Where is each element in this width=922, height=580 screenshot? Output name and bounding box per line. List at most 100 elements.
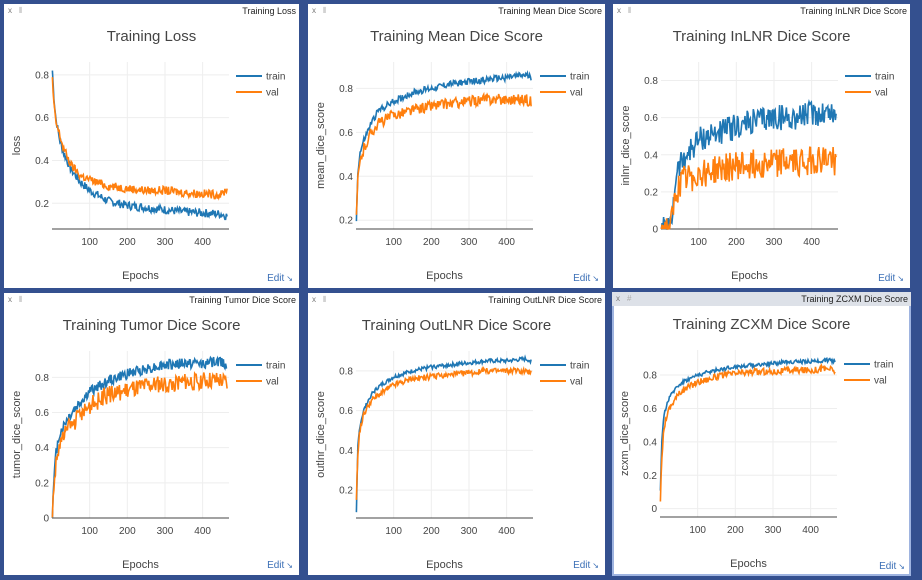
pin-icon[interactable]: ⦀ <box>323 6 327 15</box>
x-tick-label: 200 <box>423 237 440 248</box>
legend-label-train: train <box>874 360 893 371</box>
series-line-train <box>51 355 228 519</box>
pin-icon[interactable]: # <box>627 294 632 303</box>
pane-window-title: Training OutLNR Dice Score <box>488 295 602 305</box>
y-tick-label: 0.2 <box>643 471 657 482</box>
series-line-val <box>51 77 228 201</box>
close-icon[interactable]: x <box>8 295 12 304</box>
chart-pane-inlnr-dice: x ⦀ Training InLNR Dice Score Training I… <box>613 4 910 288</box>
pin-icon[interactable]: ⦀ <box>19 6 23 15</box>
legend-label-train: train <box>875 72 894 83</box>
x-axis-title: Epochs <box>426 270 463 282</box>
edit-link[interactable]: Edit ↘ <box>879 561 905 572</box>
y-tick-label: 0 <box>43 514 49 525</box>
edit-label[interactable]: Edit <box>573 560 591 571</box>
edit-label[interactable]: Edit <box>573 273 591 284</box>
y-axis-title: loss <box>11 135 23 155</box>
edit-link[interactable]: Edit ↘ <box>267 560 293 571</box>
y-tick-label: 0.8 <box>35 70 49 81</box>
x-tick-label: 300 <box>765 525 782 536</box>
edit-label[interactable]: Edit <box>267 273 285 284</box>
edit-label[interactable]: Edit <box>878 273 896 284</box>
legend-label-val: val <box>875 88 888 99</box>
chart-pane-outlnr-dice: x ⦀ Training OutLNR Dice Score Training … <box>308 293 605 575</box>
pin-icon[interactable]: ⦀ <box>19 295 23 304</box>
edit-link[interactable]: Edit ↘ <box>878 273 904 284</box>
y-tick-label: 0.4 <box>339 446 353 457</box>
x-tick-label: 200 <box>119 526 136 537</box>
y-tick-label: 0.6 <box>644 113 658 124</box>
pane-window-title: Training Loss <box>242 6 296 16</box>
pin-icon[interactable]: ⦀ <box>628 6 632 15</box>
series-line-val <box>659 362 836 502</box>
edit-link[interactable]: Edit ↘ <box>573 560 599 571</box>
y-tick-label: 0.8 <box>644 76 658 87</box>
pane-titlebar: x ⦀ Training OutLNR Dice Score <box>308 293 605 307</box>
x-tick-label: 300 <box>461 526 478 537</box>
chart-title: Training InLNR Dice Score <box>673 28 851 45</box>
legend-label-val: val <box>266 377 279 388</box>
close-icon[interactable]: x <box>617 6 621 15</box>
y-tick-label: 0.2 <box>35 199 49 210</box>
pane-titlebar: x # Training ZCXM Dice Score <box>612 292 911 306</box>
external-link-icon: ↘ <box>898 562 905 571</box>
y-tick-label: 0.4 <box>339 172 353 183</box>
x-axis-title: Epochs <box>426 559 463 571</box>
legend-label-train: train <box>570 72 589 83</box>
legend-label-val: val <box>570 88 583 99</box>
close-icon[interactable]: x <box>8 6 12 15</box>
pane-titlebar: x ⦀ Training InLNR Dice Score <box>613 4 910 18</box>
x-tick-label: 100 <box>689 525 706 536</box>
legend-label-train: train <box>266 361 285 372</box>
y-tick-label: 0.4 <box>35 443 49 454</box>
edit-link[interactable]: Edit ↘ <box>267 273 293 284</box>
x-tick-label: 400 <box>802 525 819 536</box>
external-link-icon: ↘ <box>897 274 904 283</box>
series-line-train <box>51 70 228 221</box>
x-axis-title: Epochs <box>731 270 768 282</box>
x-tick-label: 300 <box>157 237 174 248</box>
edit-link[interactable]: Edit ↘ <box>573 273 599 284</box>
x-tick-label: 400 <box>194 237 211 248</box>
y-tick-label: 0.8 <box>339 366 353 377</box>
pane-titlebar: x ⦀ Training Tumor Dice Score <box>4 293 299 307</box>
y-tick-label: 0.6 <box>35 113 49 124</box>
x-axis-title: Epochs <box>730 558 767 570</box>
external-link-icon: ↘ <box>286 561 293 570</box>
legend-label-train: train <box>570 361 589 372</box>
pane-window-title: Training ZCXM Dice Score <box>801 294 908 304</box>
series-line-train <box>659 356 836 491</box>
pane-titlebar: x ⦀ Training Loss <box>4 4 299 18</box>
chart-pane-mean-dice: x ⦀ Training Mean Dice Score Training Me… <box>308 4 605 288</box>
x-axis-title: Epochs <box>122 559 159 571</box>
x-tick-label: 100 <box>690 237 707 248</box>
line-chart: Training ZCXM Dice Score 100 200 300 400 0 0.2… <box>619 316 893 570</box>
y-axis-title: mean_dice_score <box>315 102 327 189</box>
x-tick-label: 300 <box>461 237 478 248</box>
close-icon[interactable]: x <box>312 295 316 304</box>
legend-label-val: val <box>570 377 583 388</box>
pane-titlebar: x ⦀ Training Mean Dice Score <box>308 4 605 18</box>
pin-icon[interactable]: ⦀ <box>323 295 327 304</box>
y-tick-label: 0.6 <box>339 406 353 417</box>
y-axis-title: zcxm_dice_score <box>619 391 631 476</box>
legend-label-val: val <box>874 376 887 387</box>
series-line-train <box>355 69 532 222</box>
edit-label[interactable]: Edit <box>879 561 897 572</box>
x-tick-label: 300 <box>766 237 783 248</box>
y-tick-label: 0.2 <box>644 187 658 198</box>
x-tick-label: 100 <box>385 237 402 248</box>
pane-window-title: Training Tumor Dice Score <box>189 295 296 305</box>
close-icon[interactable]: x <box>616 294 620 303</box>
y-tick-label: 0.4 <box>35 156 49 167</box>
chart-pane-tumor-dice: x ⦀ Training Tumor Dice Score Training T… <box>4 293 299 575</box>
series-line-val <box>355 91 532 215</box>
y-axis-title: outlnr_dice_score <box>315 391 327 478</box>
chart-title: Training Tumor Dice Score <box>63 317 241 334</box>
edit-label[interactable]: Edit <box>267 560 285 571</box>
y-tick-label: 0.4 <box>643 437 657 448</box>
legend-label-train: train <box>266 72 285 83</box>
line-chart: Training OutLNR Dice Score 100 200 300 400 0.… <box>315 317 589 571</box>
close-icon[interactable]: x <box>312 6 316 15</box>
chart-title: Training ZCXM Dice Score <box>673 316 851 333</box>
